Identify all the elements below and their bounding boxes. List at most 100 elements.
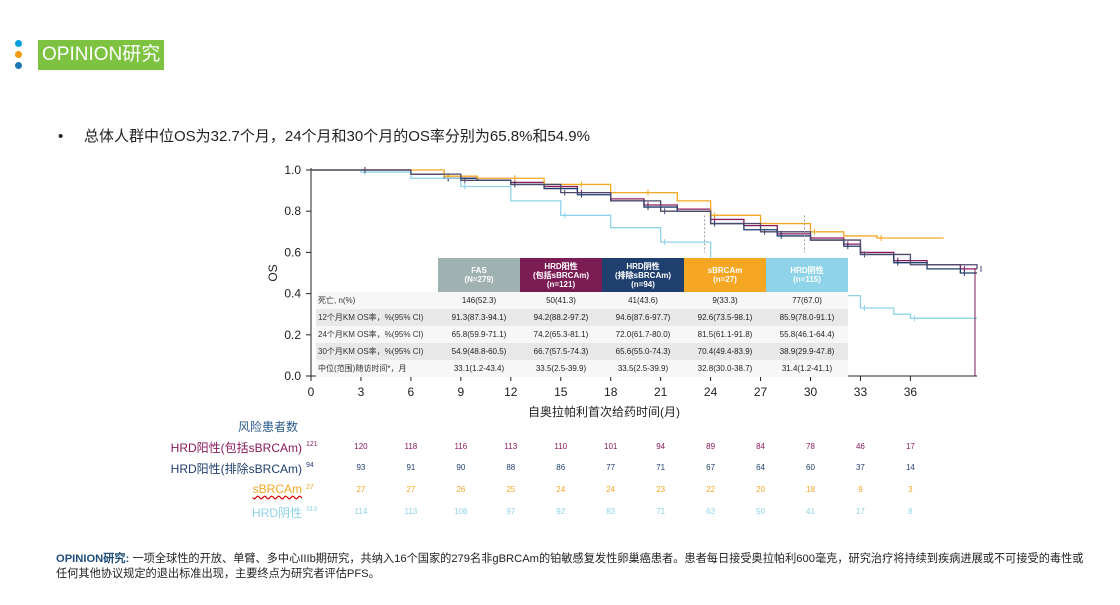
risk-cell: 71	[656, 463, 666, 472]
stats-cell: 70.4(49.4-83.9)	[684, 343, 766, 360]
stats-cell: 38.9(29.9-47.8)	[766, 343, 848, 360]
x-tick-label: 12	[504, 385, 518, 399]
risk-cell: 90	[456, 463, 466, 472]
y-tick-label: 0.0	[284, 369, 301, 383]
stats-header-text: (排除sBRCAm)	[615, 270, 671, 280]
y-tick-label: 0.6	[284, 245, 301, 259]
dot-1	[15, 40, 22, 47]
risk-cell: 92	[556, 507, 566, 516]
stats-cell: 41(43.6)	[602, 292, 684, 309]
stats-header-text: FAS	[471, 266, 487, 275]
stats-cell: 91.3(87.3-94.1)	[438, 309, 520, 326]
y-tick-label: 1.0	[284, 163, 301, 177]
risk-cell: 41	[806, 507, 815, 516]
stats-header-text: (n=115)	[793, 275, 821, 284]
risk-cell: 63	[706, 507, 716, 516]
stats-cell: 77(67.0)	[766, 292, 848, 309]
x-tick-label: 33	[854, 385, 868, 399]
km-curve-series-3	[311, 169, 977, 319]
y-tick-label: 0.4	[284, 287, 301, 301]
x-tick-label: 27	[754, 385, 768, 399]
bullet-point: • 总体人群中位OS为32.7个月，24个月和30个月的OS率分别为65.8%和5…	[58, 125, 590, 146]
risk-cell: 27	[406, 485, 416, 494]
stats-header-text: HRD阳性	[544, 261, 578, 271]
risk-cell: 84	[756, 442, 765, 451]
risk-cell: 120	[354, 442, 368, 451]
km-curve-series-2	[311, 169, 944, 239]
stats-table: FAS (N=279) HRD阳性 (包括sBRCAm) (n=121) HRD阴性 (排除…	[316, 258, 848, 377]
stats-cell: 92.6(73.5-98.1)	[684, 309, 766, 326]
risk-initial-count: 94	[306, 462, 314, 469]
risk-cell: 89	[706, 442, 716, 451]
stats-header-text: (n=94)	[631, 279, 655, 289]
risk-cell: 118	[404, 442, 418, 451]
stats-row: 12个月KM OS率，%(95% CI) 91.3(87.3-94.1) 94.2(…	[316, 309, 848, 326]
risk-cell: 26	[456, 485, 466, 494]
x-tick-label: 36	[904, 385, 918, 399]
risk-cell: 60	[806, 463, 815, 472]
x-tick-label: 6	[408, 385, 415, 399]
stats-cell: 55.8(46.1-64.4)	[766, 326, 848, 343]
risk-cell: 8	[908, 507, 913, 516]
risk-row-label: sBRCAm	[252, 482, 302, 496]
y-tick-label: 0.2	[284, 328, 301, 342]
stats-cell: 32.8(30.0-38.7)	[684, 360, 766, 377]
stats-header-text: sBRCAm	[707, 266, 743, 275]
risk-cell: 114	[354, 507, 368, 516]
risk-cell: 18	[806, 485, 815, 494]
risk-row-label: HRD阴性	[252, 506, 302, 520]
risk-initial-count: 27	[306, 484, 314, 491]
risk-cell: 24	[606, 485, 616, 494]
risk-cell: 23	[656, 485, 666, 494]
risk-initial-count: 113	[306, 506, 318, 513]
y-tick-label: 0.8	[284, 204, 301, 218]
x-tick-label: 9	[458, 385, 465, 399]
stats-header-cell: HRD阴性 (n=115)	[766, 258, 848, 292]
stats-cell: 50(41.3)	[520, 292, 602, 309]
risk-cell: 110	[554, 442, 568, 451]
stats-header-text: HRD阴性	[790, 266, 824, 275]
stats-row-label: 死亡, n(%)	[316, 292, 438, 309]
risk-cell: 27	[356, 485, 366, 494]
footnote-text: 一项全球性的开放、单臂、多中心IIIb期研究，共纳入16个国家的279名非gBR…	[56, 553, 1084, 580]
risk-cell: 101	[604, 442, 618, 451]
x-tick-label: 3	[358, 385, 365, 399]
x-axis-label: 自奥拉帕利首次给药时间(月)	[528, 404, 680, 419]
risk-cell: 94	[656, 442, 666, 451]
x-tick-label: 18	[604, 385, 618, 399]
stats-header-text: (包括sBRCAm)	[533, 270, 589, 280]
x-tick-label: 0	[308, 385, 315, 399]
stats-row-label: 中位(范围)随访时间*，月	[316, 360, 438, 377]
risk-cell: 113	[404, 507, 418, 516]
dot-2	[15, 51, 22, 58]
footnote: OPINION研究: 一项全球性的开放、单臂、多中心IIIb期研究，共纳入16个…	[56, 552, 1091, 582]
dot-3	[15, 62, 22, 69]
risk-cell: 91	[406, 463, 416, 472]
risk-cell: 106	[454, 507, 468, 516]
stats-header-cell: HRD阳性 (包括sBRCAm) (n=121)	[520, 258, 602, 292]
stats-header-text: (n=121)	[546, 279, 576, 289]
stats-row-label: 12个月KM OS率，%(95% CI)	[316, 309, 438, 326]
slide-title: OPINION研究	[38, 40, 165, 70]
risk-cell: 24	[556, 485, 566, 494]
stats-cell: 31.4(1.2-41.1)	[766, 360, 848, 377]
risk-cell: 14	[905, 463, 915, 472]
stats-header-text: (N=279)	[464, 275, 494, 284]
stats-cell: 9(33.3)	[684, 292, 766, 309]
x-tick-label: 15	[554, 385, 568, 399]
stats-cell: 33.1(1.2-43.4)	[438, 360, 520, 377]
risk-cell: 116	[454, 442, 468, 451]
risk-cell: 37	[855, 463, 865, 472]
y-axis-label: OS	[266, 264, 280, 281]
stats-row: 中位(范围)随访时间*，月 33.1(1.2-43.4) 33.5(2.5-39.9…	[316, 360, 848, 377]
risk-cell: 67	[706, 463, 716, 472]
stats-cell: 146(52.3)	[438, 292, 520, 309]
risk-cell: 97	[506, 507, 516, 516]
risk-cell: 22	[706, 485, 716, 494]
risk-cell: 86	[556, 463, 566, 472]
km-chart: 0.00.20.40.60.81.00 3 6 9 12 15 18 21 24 27 30 33 36…	[266, 163, 982, 419]
risk-cell: 3	[908, 485, 913, 494]
risk-cell: 93	[356, 463, 366, 472]
risk-cell: 17	[905, 442, 915, 451]
risk-cell: 77	[606, 463, 616, 472]
